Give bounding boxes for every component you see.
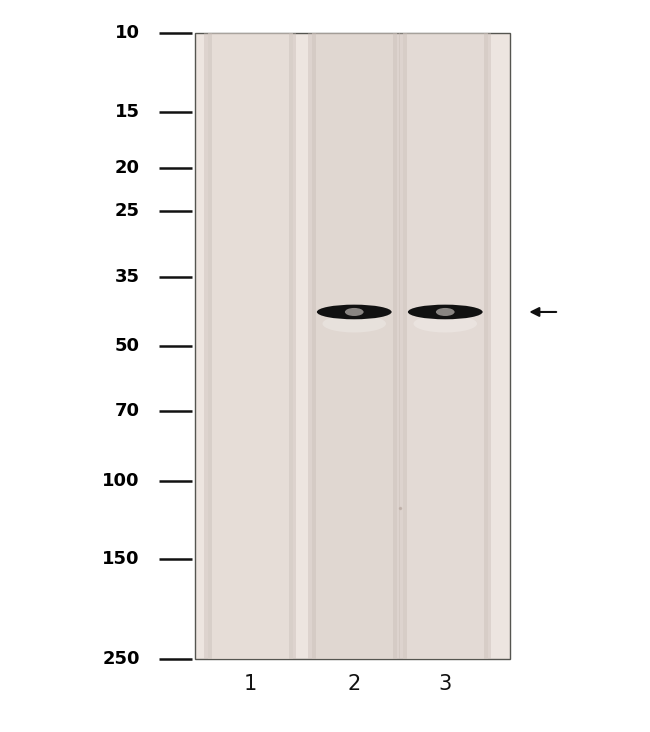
Ellipse shape xyxy=(322,315,386,332)
Bar xyxy=(484,33,491,659)
Ellipse shape xyxy=(345,308,363,316)
Text: 25: 25 xyxy=(115,202,140,220)
Bar xyxy=(289,33,296,659)
Text: 50: 50 xyxy=(115,337,140,355)
Bar xyxy=(399,33,407,659)
Bar xyxy=(204,33,212,659)
Text: 250: 250 xyxy=(102,650,140,668)
Text: 20: 20 xyxy=(115,159,140,176)
Ellipse shape xyxy=(408,305,482,319)
Bar xyxy=(393,33,400,659)
Bar xyxy=(208,33,292,659)
Text: 70: 70 xyxy=(115,403,140,420)
Bar xyxy=(308,33,316,659)
Text: 100: 100 xyxy=(102,471,140,490)
Text: 10: 10 xyxy=(115,24,140,42)
Bar xyxy=(195,33,510,659)
Text: 150: 150 xyxy=(102,550,140,569)
Bar xyxy=(403,33,488,659)
Text: 15: 15 xyxy=(115,102,140,121)
Text: 35: 35 xyxy=(115,267,140,285)
Bar xyxy=(312,33,396,659)
Text: 1: 1 xyxy=(244,674,257,695)
Text: 3: 3 xyxy=(439,674,452,695)
Ellipse shape xyxy=(436,308,454,316)
Ellipse shape xyxy=(317,305,391,319)
Text: 2: 2 xyxy=(348,674,361,695)
Ellipse shape xyxy=(413,315,477,332)
